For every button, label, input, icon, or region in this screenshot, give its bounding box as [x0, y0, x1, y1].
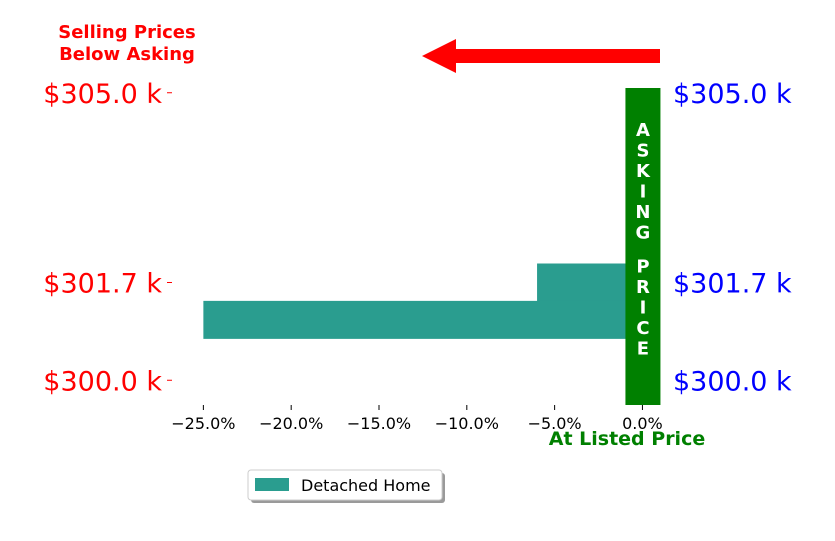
asking-price-letter: G	[636, 223, 651, 244]
y-tick-label-right: $300.0 k	[673, 366, 792, 397]
x-tick-label: −25.0%	[171, 414, 235, 433]
asking-price-band	[625, 88, 661, 405]
annotation-at-listed-price: At Listed Price	[549, 428, 705, 450]
legend-label-detached-home: Detached Home	[301, 476, 431, 495]
left-arrow-icon	[422, 39, 660, 73]
asking-price-letter: I	[640, 298, 647, 319]
x-tick-label: −15.0%	[347, 414, 411, 433]
asking-price-letter: I	[640, 182, 647, 203]
x-tick-label: −10.0%	[435, 414, 499, 433]
asking-price-letter: P	[636, 257, 649, 278]
asking-price-letter: K	[636, 161, 651, 182]
x-tick-label: −20.0%	[259, 414, 323, 433]
annotation-below-asking-line1: Selling Prices	[58, 22, 195, 43]
asking-price-letter: N	[635, 202, 650, 223]
legend-swatch-detached-home	[255, 478, 289, 491]
y-tick-label-right: $301.7 k	[673, 269, 792, 300]
bar-detached-home	[537, 263, 643, 302]
asking-price-letter: A	[636, 120, 650, 141]
y-tick-label-right: $305.0 k	[673, 79, 792, 110]
y-tick-label-left: $305.0 k	[43, 79, 162, 110]
bar-detached-home	[203, 300, 643, 339]
x-tick-label: −5.0%	[528, 414, 582, 433]
asking-price-letter: E	[637, 339, 649, 360]
annotation-below-asking-line2: Below Asking	[59, 44, 195, 65]
legend: Detached Home	[247, 469, 445, 503]
asking-price-letter: S	[636, 141, 649, 162]
asking-price-letter: R	[636, 277, 650, 298]
y-tick-label-left: $301.7 k	[43, 269, 162, 300]
asking-price-letter: C	[636, 318, 649, 339]
x-tick-label: 0.0%	[622, 414, 663, 433]
y-tick-label-left: $300.0 k	[43, 366, 162, 397]
